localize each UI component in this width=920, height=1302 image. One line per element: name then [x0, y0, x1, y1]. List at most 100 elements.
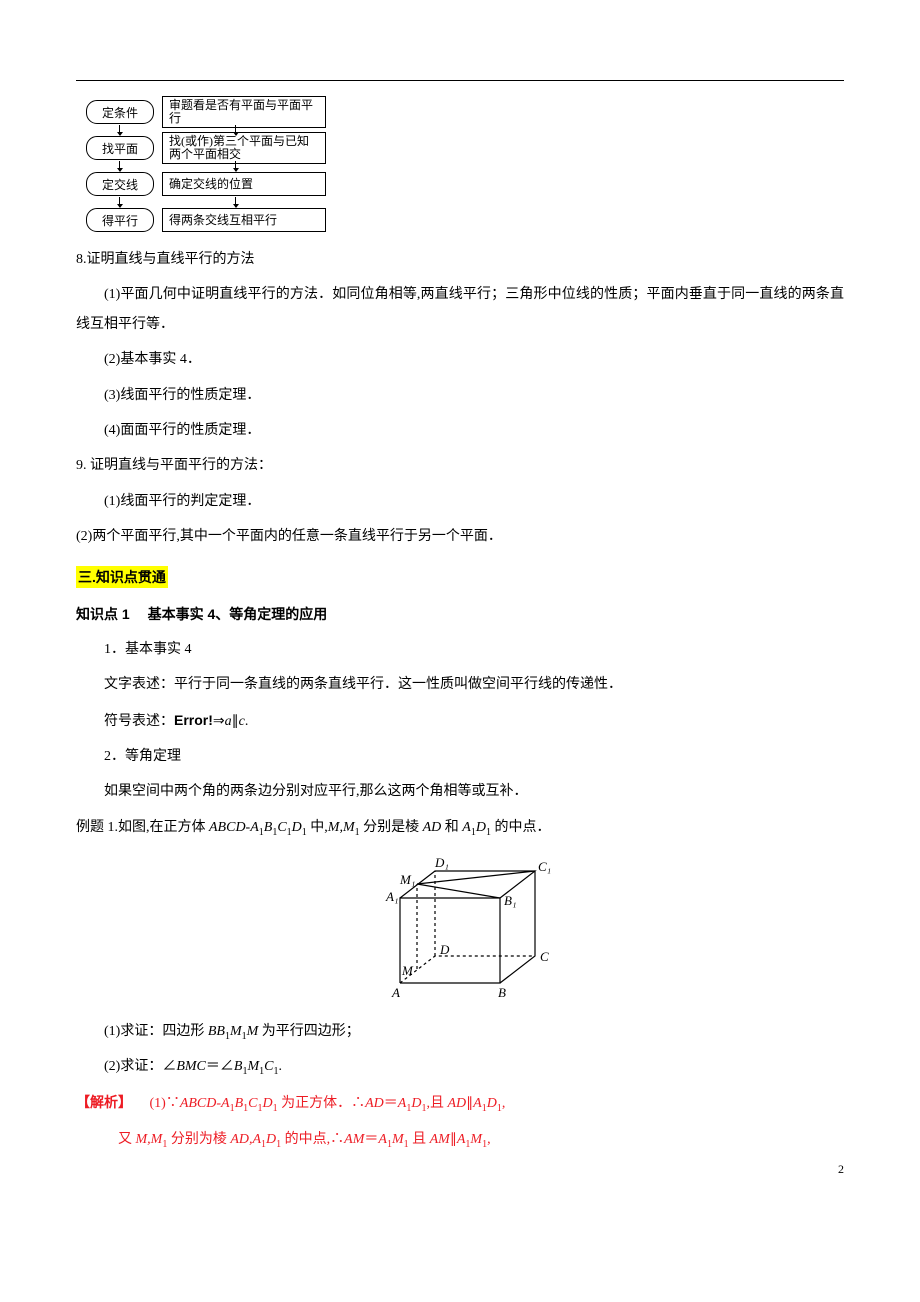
- example-1-statement: 例题 1.如图,在正方体 ABCD-A1B1C1D1 中,M,M1 分别是棱 A…: [76, 813, 844, 843]
- txt: 中,: [307, 820, 328, 835]
- var: M: [230, 1024, 242, 1039]
- lbl-A1: A₁: [385, 889, 398, 904]
- var-c: c: [239, 714, 245, 729]
- txt: .: [278, 1059, 282, 1074]
- cube-svg: A B C D A₁ B₁ C₁ D₁ M M₁: [360, 853, 560, 1003]
- var: A: [473, 1096, 482, 1111]
- txt: ,: [502, 1096, 506, 1111]
- parallel-icon: ∥: [232, 714, 239, 729]
- lbl-C1: C₁: [538, 859, 551, 874]
- txt: 为正方体．∴: [278, 1096, 366, 1111]
- flow-node-rect: 找(或作)第三个平面与已知两个平面相交: [162, 132, 326, 164]
- var: BMC: [176, 1059, 206, 1074]
- kp1-p1-label: 1．基本事实 4: [76, 635, 844, 664]
- cube-name: C: [277, 820, 286, 835]
- var-mm: M,M: [328, 820, 355, 835]
- txt: 为平行四边形；: [258, 1024, 360, 1039]
- s9-item: (2)两个平面平行,其中一个平面内的任意一条直线平行于另一个平面．: [76, 522, 844, 551]
- txt: 的中点,∴: [281, 1132, 344, 1147]
- txt: 分别为棱: [167, 1132, 230, 1147]
- var: D: [263, 1096, 273, 1111]
- parallel-icon: ∥: [450, 1132, 457, 1147]
- example-q2: (2)求证：∠BMC＝∠B1M1C1.: [76, 1052, 844, 1082]
- section-3-heading: 三.知识点贯通: [76, 566, 168, 588]
- txt: (1)∵: [150, 1096, 180, 1111]
- cube-name: ABCD-A: [209, 820, 259, 835]
- flow-node-oval: 定交线: [86, 172, 154, 196]
- lbl-M: M: [401, 963, 414, 978]
- var: M,M: [136, 1132, 163, 1147]
- var: ABCD-A: [180, 1096, 230, 1111]
- var: M: [470, 1132, 482, 1147]
- txt: ,: [487, 1132, 491, 1147]
- flow-node-rect: 审题看是否有平面与平面平行: [162, 96, 326, 128]
- section-9-title: 9. 证明直线与平面平行的方法：: [76, 451, 844, 480]
- var: D: [487, 1096, 497, 1111]
- flow-node-oval: 找平面: [86, 136, 154, 160]
- var: B: [235, 1096, 244, 1111]
- flow-node-rect: 确定交线的位置: [162, 172, 326, 196]
- example-q1: (1)求证：四边形 BB1M1M 为平行四边形；: [76, 1017, 844, 1047]
- edge-ad: AD: [423, 820, 442, 835]
- flowchart: 定条件 审题看是否有平面与平面平行 找平面 找(或作)第三个平面与已知两个平面相…: [86, 99, 844, 233]
- lbl-M1: M₁: [399, 872, 415, 887]
- kp1-p2-label: 2．等角定理: [76, 742, 844, 771]
- s8-item: (4)面面平行的性质定理．: [76, 416, 844, 445]
- error-text: Error!: [174, 712, 213, 728]
- ex-lead: 例题 1.如图,在正方体: [76, 820, 209, 835]
- txt: 又: [118, 1132, 136, 1147]
- var: A: [378, 1132, 387, 1147]
- txt: ,且: [426, 1096, 447, 1111]
- analysis-line-1: 【解析】 (1)∵ABCD-A1B1C1D1 为正方体．∴AD＝A1D1,且 A…: [76, 1088, 844, 1119]
- kp1-title: 知识点 1 基本事实 4、等角定理的应用: [76, 600, 844, 629]
- flow-node-rect: 得两条交线互相平行: [162, 208, 326, 232]
- analysis-label: 【解析】: [76, 1094, 132, 1110]
- kp1-p1-symbol: 符号表述：Error!⇒a∥c.: [76, 706, 844, 736]
- cube-figure: A B C D A₁ B₁ C₁ D₁ M M₁: [76, 853, 844, 1003]
- s8-item: (3)线面平行的性质定理．: [76, 381, 844, 410]
- var: D: [411, 1096, 421, 1111]
- txt: (2)求证：∠: [104, 1059, 176, 1074]
- flow-node-oval: 定条件: [86, 100, 154, 124]
- lbl-C: C: [540, 949, 549, 964]
- sym-prefix: 符号表述：: [104, 714, 174, 729]
- txt: 且: [409, 1132, 430, 1147]
- lbl-D: D: [439, 942, 450, 957]
- txt: (1)求证：四边形: [104, 1024, 208, 1039]
- lbl-B1: B₁: [504, 893, 516, 908]
- var: D: [266, 1132, 276, 1147]
- var: AM: [430, 1132, 450, 1147]
- txt: ＝: [384, 1096, 398, 1111]
- txt: 的中点．: [491, 820, 551, 835]
- txt: ＝∠: [206, 1059, 234, 1074]
- cube-name: D: [292, 820, 302, 835]
- kp1-p2-text: 如果空间中两个角的两条边分别对应平行,那么这两个角相等或互补．: [76, 777, 844, 806]
- txt: 和: [441, 820, 462, 835]
- s8-item: (2)基本事实 4．: [76, 345, 844, 374]
- var: AM: [344, 1132, 364, 1147]
- top-rule: [76, 80, 844, 81]
- edge-a1: A: [462, 820, 471, 835]
- analysis-line-2: 又 M,M1 分别为棱 AD,A1D1 的中点,∴AM＝A1M1 且 AM∥A1…: [76, 1125, 844, 1155]
- var: M: [247, 1024, 259, 1039]
- lbl-D1: D₁: [434, 855, 449, 870]
- txt: ＝: [364, 1132, 378, 1147]
- lbl-B: B: [498, 985, 506, 1000]
- var: M: [247, 1059, 259, 1074]
- section-8-title: 8.证明直线与直线平行的方法: [76, 245, 844, 274]
- var: M: [392, 1132, 404, 1147]
- imply-icon: ⇒: [213, 714, 225, 729]
- txt: 分别是棱: [360, 820, 423, 835]
- lbl-A: A: [391, 985, 400, 1000]
- var-a: a: [225, 714, 232, 729]
- var: BB: [208, 1024, 225, 1039]
- kp1-p1-text: 文字表述：平行于同一条直线的两条直线平行．这一性质叫做空间平行线的传递性．: [76, 670, 844, 699]
- s8-item: (1)平面几何中证明直线平行的方法．如同位角相等,两直线平行；三角形中位线的性质…: [76, 280, 844, 339]
- flow-node-oval: 得平行: [86, 208, 154, 232]
- s9-item: (1)线面平行的判定定理．: [76, 487, 844, 516]
- var: AD: [365, 1096, 384, 1111]
- var: AD: [447, 1096, 466, 1111]
- var: C: [248, 1096, 257, 1111]
- edge-d1: D: [476, 820, 486, 835]
- var: AD,A: [230, 1132, 261, 1147]
